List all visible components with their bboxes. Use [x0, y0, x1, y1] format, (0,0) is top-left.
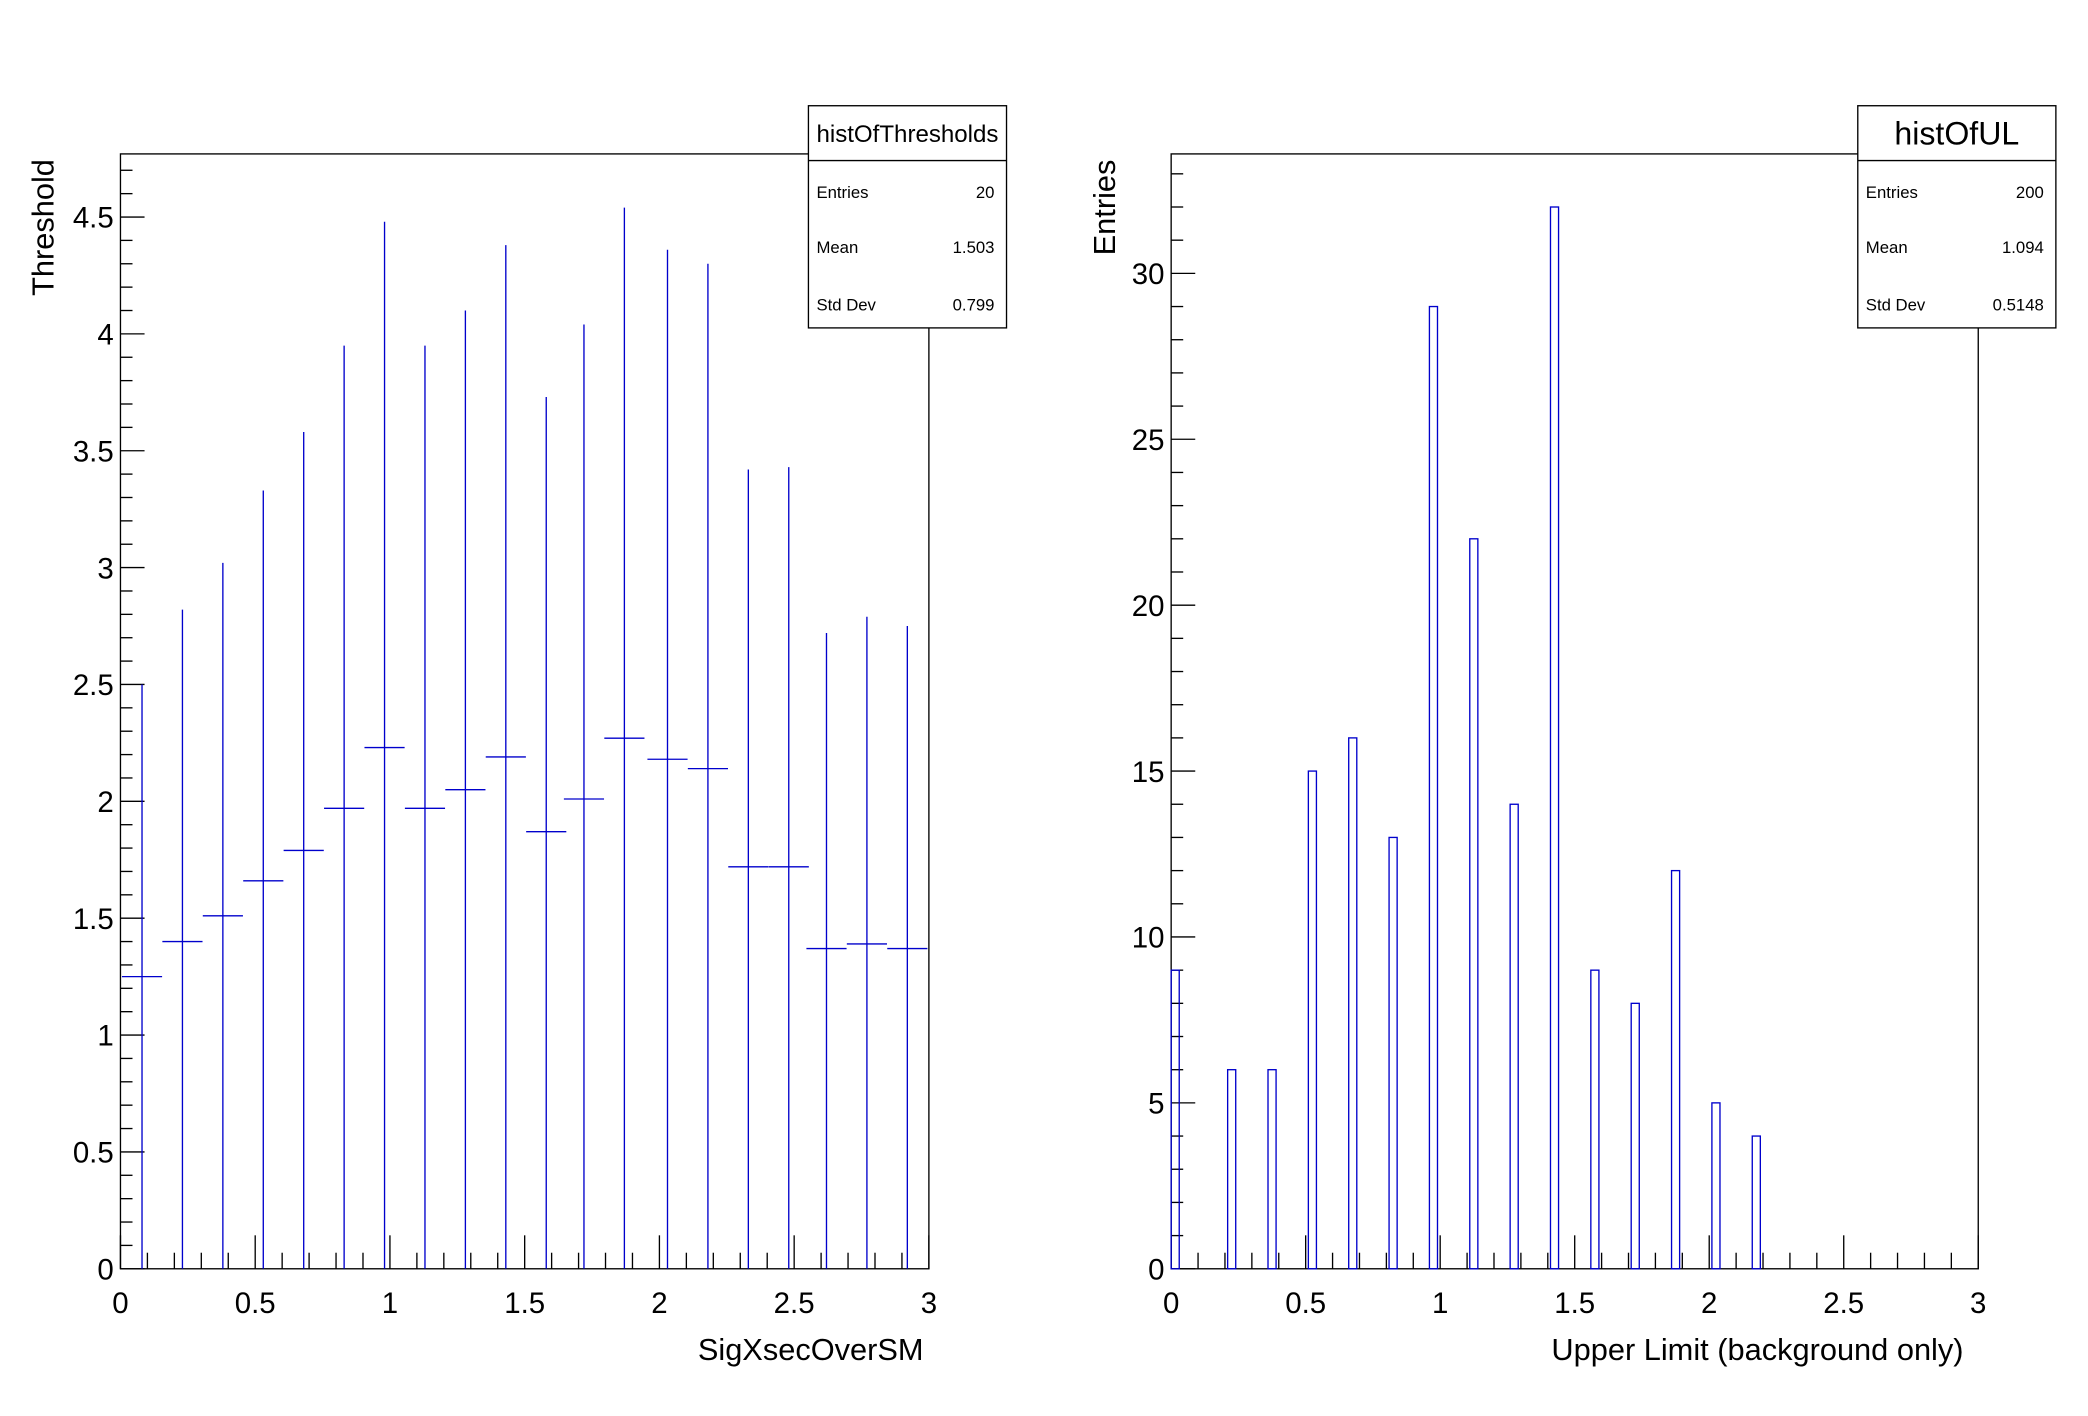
data-point — [604, 207, 645, 1269]
histogram-bar — [1267, 1069, 1277, 1270]
x-tick-label: 0 — [1163, 1287, 1179, 1320]
data-point — [526, 396, 567, 1269]
histogram-bar — [1509, 803, 1519, 1270]
stats-label-entries: Entries — [816, 183, 868, 202]
data-point — [243, 490, 284, 1269]
x-tick-label: 1.5 — [504, 1287, 545, 1320]
y-tick-label: 0 — [97, 1253, 113, 1286]
histogram-bar — [1751, 1135, 1762, 1270]
y-tick-label: 1.5 — [73, 903, 114, 936]
plot-frame — [119, 153, 930, 1270]
stats-box-frame — [807, 105, 1008, 329]
y-tick-label: 15 — [1132, 756, 1165, 789]
y-tick-label: 3 — [97, 552, 113, 585]
x-tick-label: 1 — [1432, 1287, 1448, 1320]
data-point — [687, 263, 728, 1269]
stats-box: histOfThresholds Entries 20 Mean 1.503 Std De… — [807, 105, 1008, 329]
stats-label-mean: Mean — [1866, 238, 1908, 257]
x-axis-title: Upper Limit (background only) — [1551, 1332, 1963, 1367]
data-point — [445, 310, 486, 1269]
histogram-bar — [1348, 737, 1358, 1270]
data-point — [768, 467, 809, 1269]
data-point — [324, 345, 365, 1269]
stats-value-entries: 200 — [2016, 183, 2044, 202]
stats-value-std: 0.799 — [953, 296, 995, 315]
y-axis-title: Entries — [1087, 160, 1122, 256]
data-point — [728, 469, 769, 1269]
data-point — [121, 684, 163, 1269]
stats-value-mean: 1.503 — [953, 238, 995, 257]
data-point — [647, 249, 688, 1269]
data-point — [846, 616, 887, 1269]
histogram-bar — [1670, 869, 1681, 1270]
x-tick-label: 0 — [112, 1287, 128, 1320]
histogram-bar — [1711, 1102, 1721, 1270]
data-point — [563, 324, 605, 1269]
y-tick-label: 2 — [97, 786, 113, 819]
x-tick-label: 2.5 — [1823, 1287, 1864, 1320]
y-tick-label: 5 — [1148, 1088, 1164, 1121]
stats-title: histOfThresholds — [816, 121, 998, 148]
y-tick-label: 10 — [1132, 922, 1165, 955]
stats-title: histOfUL — [1894, 116, 2019, 152]
histogram-bar — [1307, 770, 1318, 1270]
stats-label-std: Std Dev — [816, 296, 876, 315]
x-tick-label: 3 — [1970, 1287, 1986, 1320]
data-point — [364, 221, 405, 1269]
histogram-bar — [1226, 1069, 1237, 1270]
data-point — [283, 432, 324, 1269]
thresholds-pad: 0 0.5 1 1.5 2 2.5 3 3.5 4 4.5 0 0.5 1 1.5 2 2.5 3 SigXsec… — [26, 105, 1008, 1367]
y-tick-label: 20 — [1132, 590, 1165, 623]
stats-label-entries: Entries — [1866, 183, 1918, 202]
stats-label-mean: Mean — [816, 238, 858, 257]
x-tick-label: 1 — [382, 1287, 398, 1320]
y-tick-label: 25 — [1132, 424, 1165, 457]
y-axis-title: Threshold — [26, 159, 61, 296]
y-tick-label: 0 — [1148, 1253, 1164, 1286]
data-point — [806, 633, 847, 1269]
x-tick-label: 2 — [651, 1287, 667, 1320]
x-tick-label: 0.5 — [235, 1287, 276, 1320]
histogram-bar — [1428, 305, 1439, 1270]
stats-value-mean: 1.094 — [2002, 238, 2044, 257]
histogram-bar — [1469, 538, 1479, 1270]
x-tick-label: 1.5 — [1554, 1287, 1595, 1320]
x-tick-label: 2 — [1701, 1287, 1717, 1320]
y-tick-label: 4.5 — [73, 202, 114, 235]
stats-value-std: 0.5148 — [1993, 296, 2044, 315]
histogram-bar — [1170, 969, 1180, 1270]
stats-value-entries: 20 — [976, 183, 995, 202]
y-tick-label: 0.5 — [73, 1137, 114, 1170]
x-axis-title: SigXsecOverSM — [698, 1332, 924, 1367]
x-tick-label: 0.5 — [1285, 1287, 1326, 1320]
x-tick-label: 3 — [921, 1287, 937, 1320]
histogram-bar — [1549, 206, 1560, 1270]
y-tick-label: 2.5 — [73, 669, 114, 702]
x-tick-label: 2.5 — [774, 1287, 815, 1320]
data-point — [887, 626, 928, 1269]
data-point — [202, 562, 243, 1269]
data-point — [404, 345, 446, 1269]
y-tick-label: 4 — [97, 319, 113, 352]
data-point — [162, 609, 203, 1269]
histogram-bar — [1388, 836, 1398, 1270]
y-tick-label: 1 — [97, 1020, 113, 1053]
histogram-bar — [1630, 1002, 1640, 1270]
data-point — [485, 245, 526, 1269]
y-tick-label: 3.5 — [73, 435, 114, 468]
stats-box-frame — [1857, 105, 2057, 329]
histogram-bar — [1590, 969, 1600, 1270]
y-tick-label: 30 — [1132, 258, 1165, 291]
stats-label-std: Std Dev — [1866, 296, 1926, 315]
stats-box: histOfUL Entries 200 Mean 1.094 Std Dev 0.5148 — [1857, 105, 2057, 329]
